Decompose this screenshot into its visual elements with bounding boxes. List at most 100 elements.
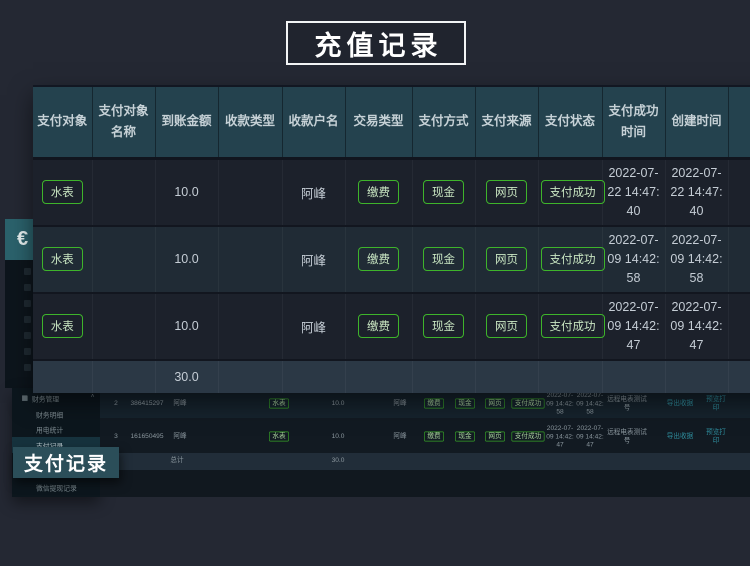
menu-text-fragment [24, 316, 31, 323]
pay-method-cell: 现金 [412, 292, 476, 361]
col-header-success-time: 支付成功时间 [602, 85, 666, 160]
pay-method-tag: 现金 [455, 431, 475, 442]
trade-type-tag: 缴费 [424, 398, 444, 409]
object-type-cell: 水表 [33, 225, 93, 294]
record-id: 386415297 [130, 399, 164, 408]
object-type-tag: 水表 [269, 431, 289, 442]
trade-type-tag: 缴费 [358, 314, 399, 338]
sidebar-item-wechat-withdraw[interactable]: 微信提现记录 [12, 480, 124, 494]
sidebar-group-label: 财务管理 [32, 395, 60, 404]
menu-text-fragment [24, 332, 31, 339]
empty-cell [602, 359, 666, 393]
table-row [100, 418, 750, 453]
object-type-tag: 水表 [41, 314, 83, 338]
recharge-table: 支付对象 支付对象名称 到账金额 收款类型 收款户名 交易类型 支付方式 支付来… [33, 85, 750, 393]
preview-print-link[interactable]: 预览打印 [706, 395, 726, 412]
create-time-cell: 2022-07- 22 14:47: 40 [665, 158, 729, 227]
pay-method-tag: 现金 [455, 398, 475, 409]
pay-source-cell: 网页 [475, 292, 539, 361]
pay-status-tag: 支付成功 [540, 247, 605, 271]
payee-cell: 阿峰 [282, 292, 346, 361]
pay-status-cell: 支付成功 [538, 158, 605, 227]
trade-type-tag: 缴费 [358, 247, 399, 271]
row-index: 2 [114, 399, 118, 408]
object-type-cell: 水表 [33, 292, 93, 361]
col-header-create-time: 创建时间 [665, 85, 729, 160]
create-time-cell: 2022-07- 09 14:42: 47 [576, 424, 604, 449]
pay-status-tag: 支付成功 [540, 180, 605, 205]
sidebar-item-finance-detail[interactable]: 财务明细 [12, 407, 124, 421]
total-amount: 30.0 [331, 456, 345, 465]
export-receipt-link[interactable]: 导出收据 [666, 432, 694, 441]
payee-cell: 阿峰 [282, 158, 346, 227]
empty-cell [282, 359, 346, 393]
success-time-cell: 2022-07- 09 14:42: 47 [546, 424, 574, 449]
col-header-pay-source: 支付来源 [475, 85, 539, 160]
collect-type-cell [218, 292, 283, 361]
note-cell: 远程电表测试 号 [607, 395, 647, 412]
table-row: 水表 10.0 阿峰 缴费 现金 网页 支付成功 2022-07- 09 14:… [33, 225, 750, 294]
pay-source-cell: 网页 [475, 158, 539, 227]
success-time-cell: 2022-07- 09 14:42: 47 [602, 292, 666, 361]
trade-type-cell: 缴费 [345, 158, 413, 227]
pay-method-cell: 现金 [412, 158, 476, 227]
success-time-cell: 2022-07- 22 14:47: 40 [602, 158, 666, 227]
preview-print-link[interactable]: 预览打印 [706, 428, 726, 445]
empty-cell [33, 359, 93, 393]
pay-source-tag: 网页 [486, 180, 527, 205]
pay-status-tag: 支付成功 [511, 431, 545, 442]
col-header-object-name: 支付对象名称 [92, 85, 156, 160]
table-row: 水表 10.0 阿峰 缴费 现金 网页 支付成功 2022-07- 22 14:… [33, 158, 750, 227]
row-index: 3 [114, 432, 118, 441]
table-row: 水表 10.0 阿峰 缴费 现金 网页 支付成功 2022-07- 09 14:… [33, 292, 750, 361]
create-time-cell: 2022-07- 09 14:42: 58 [576, 391, 604, 416]
object-name-cell [92, 158, 156, 227]
euro-logo-icon: € [16, 228, 29, 250]
pay-method-tag: 现金 [423, 314, 464, 338]
record-id: 161650495 [130, 432, 164, 441]
pay-method-tag: 现金 [423, 180, 464, 205]
page-title-box: 充值记录 [286, 21, 466, 65]
background-sidebar-menu: ▦ 财务管理 ˄ 财务明细 用电统计 支付记录 微信提现记录 [12, 388, 124, 497]
pay-source-tag: 网页 [486, 314, 527, 338]
background-records-table: 2 386415297 阿峰 水表 10.0 阿峰 缴费 现金 网页 支付成功 … [100, 388, 750, 497]
col-header-payee: 收款户名 [282, 85, 346, 160]
object-type-cell: 水表 [33, 158, 93, 227]
note-cell-cut: 远 [728, 292, 750, 361]
amount-cell: 10.0 [155, 225, 219, 294]
pay-status-cell: 支付成功 [538, 292, 605, 361]
object-name-cell [92, 292, 156, 361]
amount-cell: 10.0 [155, 158, 219, 227]
col-header-pay-method: 支付方式 [412, 85, 476, 160]
col-header-trade-type: 交易类型 [345, 85, 413, 160]
table-row [100, 388, 750, 418]
col-header-pay-status: 支付状态 [538, 85, 603, 160]
amount-cell: 10.0 [331, 432, 345, 441]
object-type-tag: 水表 [269, 398, 289, 409]
sidebar-item-label: 支付记录 [36, 440, 63, 450]
pay-status-tag: 支付成功 [511, 398, 545, 409]
page-title: 充值记录 [314, 30, 443, 61]
note-cell-cut: 远 [728, 225, 750, 294]
record-name: 阿峰 [173, 432, 187, 441]
table-total-row: 30.0 [33, 359, 750, 393]
trade-type-cell: 缴费 [345, 292, 413, 361]
create-time-cell: 2022-07- 09 14:42: 58 [665, 225, 729, 294]
sidebar-group-finance[interactable]: ▦ 财务管理 ˄ [12, 391, 100, 405]
success-time-cell: 2022-07- 09 14:42: 58 [602, 225, 666, 294]
empty-cell [665, 359, 729, 393]
pay-source-tag: 网页 [485, 398, 505, 409]
menu-text-fragment [24, 364, 31, 371]
empty-cell [92, 359, 156, 393]
sidebar-item-power-stats[interactable]: 用电统计 [12, 422, 124, 436]
empty-cell [412, 359, 476, 393]
trade-type-tag: 缴费 [358, 180, 399, 205]
export-receipt-link[interactable]: 导出收据 [666, 399, 694, 408]
trade-type-tag: 缴费 [424, 431, 444, 442]
empty-cell [475, 359, 539, 393]
amount-cell: 10.0 [155, 292, 219, 361]
pay-source-cell: 网页 [475, 225, 539, 294]
col-header-amount: 到账金额 [155, 85, 219, 160]
